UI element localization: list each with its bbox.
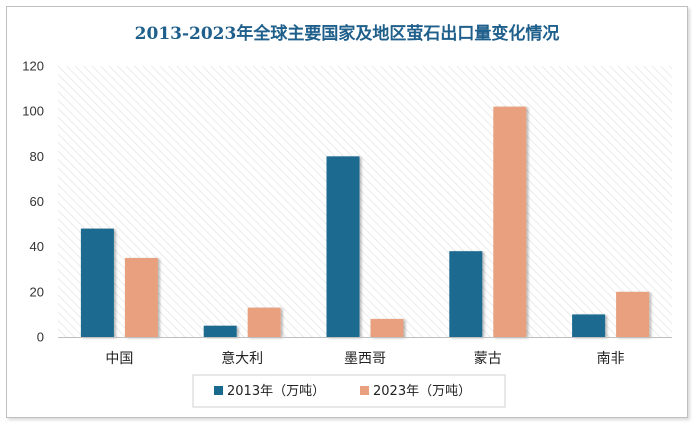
- x-category-label: 南非: [597, 351, 625, 367]
- legend-label-2013: 2013年（万吨）: [227, 384, 325, 399]
- y-tick-label: 40: [30, 239, 44, 254]
- y-axis: 0 20 40 60 80 100 120: [22, 59, 44, 345]
- bar-2013-2: [326, 156, 360, 337]
- x-category-label: 蒙古: [474, 351, 502, 367]
- bar-2023-1: [247, 307, 281, 337]
- y-tick-label: 80: [30, 149, 44, 164]
- legend-swatch-2013: [214, 386, 223, 395]
- chart-title: 2013-2023年全球主要国家及地区萤石出口量变化情况: [135, 23, 560, 44]
- legend-swatch-2023: [360, 386, 369, 395]
- y-tick-label: 120: [22, 59, 44, 74]
- bar-2023-4: [616, 291, 650, 337]
- bar-2013-1: [203, 325, 237, 337]
- x-category-label: 墨西哥: [344, 351, 386, 367]
- x-axis: 中国 意大利 墨西哥 蒙古 南非: [105, 350, 624, 367]
- legend-box: [192, 374, 506, 408]
- x-category-label: 意大利: [221, 350, 263, 367]
- y-tick-label: 20: [30, 284, 44, 299]
- bar-2013-0: [80, 228, 114, 337]
- legend: 2013年（万吨） 2023年（万吨）: [192, 374, 506, 408]
- legend-label-2023: 2023年（万吨）: [373, 384, 471, 399]
- x-category-label: 中国: [105, 351, 133, 367]
- bar-2023-3: [493, 106, 527, 338]
- bar-2013-4: [572, 314, 606, 337]
- bar-2013-3: [449, 251, 483, 337]
- bar-2023-0: [124, 257, 158, 337]
- plot-area: [58, 66, 672, 337]
- y-tick-label: 100: [22, 104, 44, 119]
- y-tick-label: 0: [37, 330, 44, 345]
- y-tick-label: 60: [30, 194, 44, 209]
- bars: [80, 106, 650, 338]
- bar-2023-2: [370, 318, 404, 337]
